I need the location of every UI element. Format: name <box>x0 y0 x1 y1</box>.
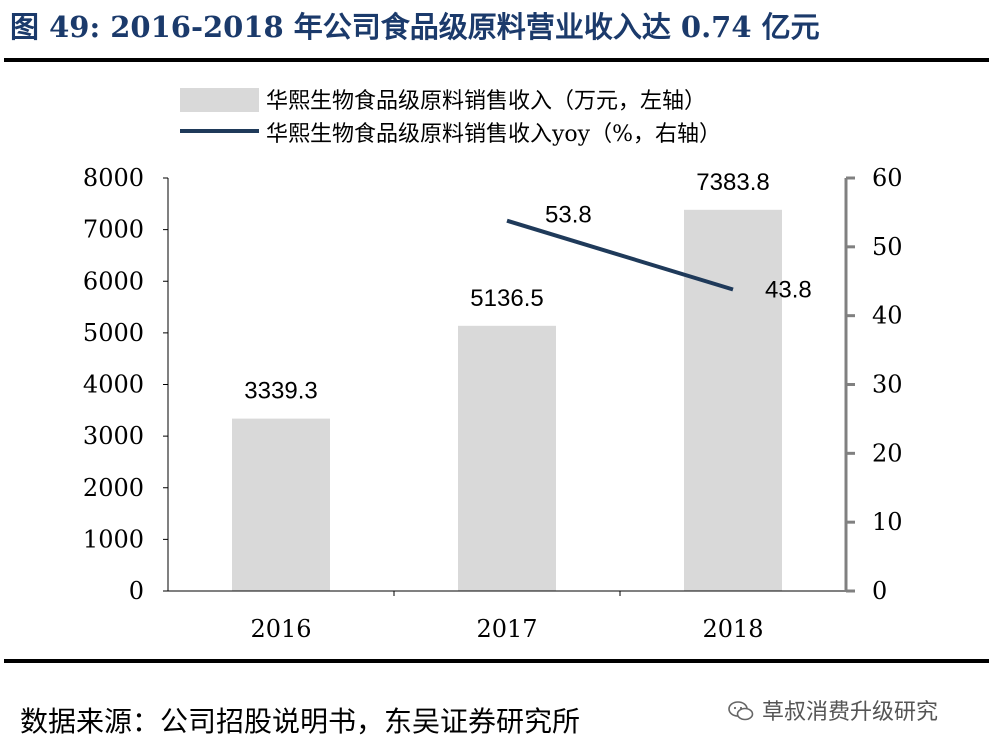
legend-label-bar: 华熙生物食品级原料销售收入（万元，左轴） <box>266 89 706 114</box>
bar <box>684 209 782 591</box>
x-tick-label: 2016 <box>250 615 311 643</box>
y-left-tick-label: 2000 <box>83 474 144 502</box>
y-right-tick-label: 30 <box>872 371 903 399</box>
y-left-tick-label: 8000 <box>83 164 144 192</box>
y-right-tick-label: 60 <box>872 164 903 192</box>
y-right-tick-label: 10 <box>872 508 903 536</box>
top-rule <box>4 58 989 62</box>
watermark: 草叔消费升级研究 <box>727 694 938 726</box>
y-left-tick-label: 4000 <box>83 371 144 399</box>
bar <box>458 325 556 591</box>
y-right-tick-label: 0 <box>872 577 887 605</box>
bar-data-label: 7383.8 <box>696 169 769 196</box>
plot-area: 3339.3 5136.5 7383.8 0 1000 2000 3000 4000 5000 6… <box>83 164 903 643</box>
bar-data-label: 5136.5 <box>470 285 543 312</box>
legend-label-line: 华熙生物食品级原料销售收入yoy（%，右轴） <box>266 122 721 147</box>
bottom-rule <box>4 659 989 663</box>
y-left-tick-label: 3000 <box>83 422 144 450</box>
yoy-line <box>506 218 734 292</box>
line-data-label: 53.8 <box>545 202 592 229</box>
y-left-tick-label: 7000 <box>83 216 144 244</box>
x-tick-label: 2017 <box>476 615 537 643</box>
chart-title: 图 49: 2016-2018 年公司食品级原料营业收入达 0.74 亿元 <box>10 10 820 44</box>
bar <box>232 418 330 591</box>
x-tick-label: 2018 <box>702 615 763 643</box>
watermark-text: 草叔消费升级研究 <box>762 700 939 725</box>
y-left-tick-label: 5000 <box>83 319 144 347</box>
line-data-label: 43.8 <box>765 277 812 304</box>
bar-data-label: 3339.3 <box>244 378 317 405</box>
legend-swatch-bar <box>180 88 259 112</box>
legend: 华熙生物食品级原料销售收入（万元，左轴） 华熙生物食品级原料销售收入yoy（%，… <box>180 88 721 147</box>
wechat-icon <box>728 701 754 721</box>
y-right-tick-label: 40 <box>872 302 903 330</box>
combo-chart: 华熙生物食品级原料销售收入（万元，左轴） 华熙生物食品级原料销售收入yoy（%，… <box>83 88 903 643</box>
source-note: 数据来源：公司招股说明书，东吴证券研究所 <box>20 705 581 738</box>
y-right-tick-label: 20 <box>872 439 903 467</box>
y-left-tick-label: 6000 <box>83 267 144 295</box>
y-left-tick-label: 0 <box>129 577 144 605</box>
y-left-tick-label: 1000 <box>83 525 144 553</box>
y-right-tick-label: 50 <box>872 233 903 261</box>
